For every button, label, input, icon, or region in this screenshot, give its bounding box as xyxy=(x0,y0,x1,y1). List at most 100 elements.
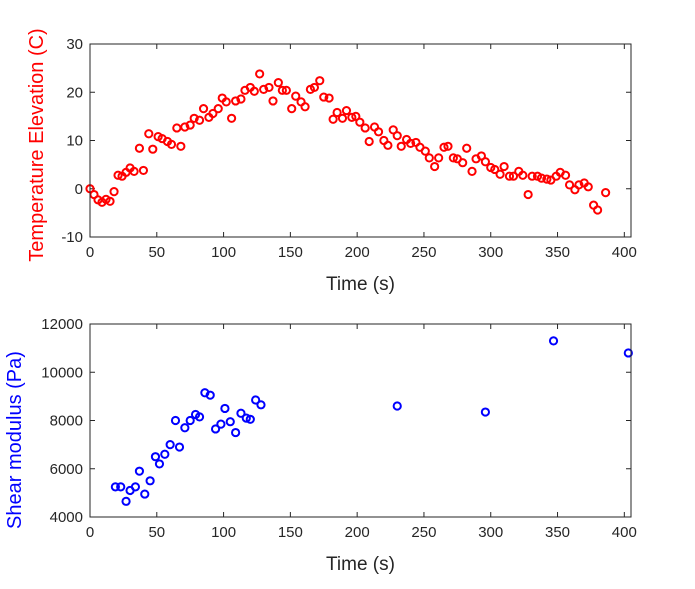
data-point xyxy=(134,466,145,476)
data-point xyxy=(138,165,149,176)
data-point xyxy=(110,482,120,492)
data-point xyxy=(210,424,221,434)
data-point xyxy=(198,104,209,114)
data-point xyxy=(166,139,177,149)
data-point xyxy=(180,122,190,132)
y-axis-label: Temperature Elevation (C) xyxy=(26,28,48,261)
data-point xyxy=(165,440,175,450)
data-point xyxy=(291,91,301,101)
data-point xyxy=(113,170,123,180)
data-point xyxy=(221,97,231,107)
data-point xyxy=(430,161,440,172)
data-point xyxy=(396,141,406,151)
x-axis-label: Time (s) xyxy=(326,274,395,295)
data-point xyxy=(145,476,155,486)
data-point xyxy=(268,96,278,106)
data-point xyxy=(134,143,145,153)
data-point xyxy=(518,170,528,180)
data-point xyxy=(264,82,274,93)
data-point xyxy=(220,403,230,414)
x-tick-label: 300 xyxy=(478,244,503,261)
data-point xyxy=(373,127,384,137)
data-point xyxy=(527,171,537,181)
data-point xyxy=(174,442,185,452)
x-tick-label: 150 xyxy=(278,524,303,541)
data-point xyxy=(601,188,611,198)
x-tick-label: 400 xyxy=(612,524,637,541)
data-point xyxy=(332,107,342,118)
data-point xyxy=(180,423,190,433)
data-point xyxy=(231,96,241,106)
data-points xyxy=(110,336,633,506)
data-point xyxy=(542,174,552,184)
x-tick-label: 50 xyxy=(148,524,165,541)
axes-box xyxy=(89,43,632,238)
shear-modulus-chart: 0 50 100 150 200 250 300 350 400 4000 6000 8000 100… xyxy=(4,316,637,575)
data-point xyxy=(424,153,434,163)
data-points xyxy=(85,69,611,215)
data-point xyxy=(434,153,444,163)
plot-area xyxy=(90,44,631,237)
x-tick-labels: 0 50 100 150 200 250 300 350 400 xyxy=(86,244,637,261)
x-tick-label: 100 xyxy=(211,244,236,261)
data-point xyxy=(249,86,259,96)
data-point xyxy=(256,400,266,410)
y-tick-labels: -10 0 10 20 30 xyxy=(61,36,83,246)
data-point xyxy=(150,452,161,462)
data-point xyxy=(144,129,154,139)
data-point xyxy=(480,157,490,167)
data-point xyxy=(121,496,131,506)
data-point xyxy=(205,390,215,400)
data-point xyxy=(341,105,352,116)
data-point xyxy=(467,166,477,176)
x-tick-labels: 0 50 100 150 200 250 300 350 400 xyxy=(86,524,637,541)
data-point xyxy=(231,427,241,438)
data-point xyxy=(504,171,515,181)
data-point xyxy=(281,85,291,95)
x-tick-label: 150 xyxy=(278,244,303,261)
data-point xyxy=(420,146,430,156)
data-point xyxy=(583,182,593,192)
x-tick-label: 350 xyxy=(545,244,570,261)
data-point xyxy=(448,153,458,163)
data-point xyxy=(109,187,119,197)
data-point xyxy=(490,164,500,175)
data-point xyxy=(130,482,141,492)
data-point xyxy=(176,141,186,151)
x-tick-label: 400 xyxy=(612,244,637,261)
data-point xyxy=(194,412,205,422)
y-axis-label: Shear modulus (Pa) xyxy=(4,351,26,529)
data-point xyxy=(236,94,246,104)
x-tick-label: 200 xyxy=(345,524,370,541)
data-point xyxy=(319,92,329,102)
data-point xyxy=(355,117,365,127)
axes-box xyxy=(89,323,632,518)
data-point xyxy=(360,123,370,133)
data-point xyxy=(383,140,393,150)
x-tick-label: 100 xyxy=(211,524,236,541)
x-tick-label: 250 xyxy=(411,524,436,541)
data-point xyxy=(328,114,338,124)
data-point xyxy=(536,173,547,183)
data-point xyxy=(392,131,402,141)
data-point xyxy=(208,108,218,119)
x-tick-label: 350 xyxy=(545,524,570,541)
x-tick-label: 50 xyxy=(148,244,165,261)
data-point xyxy=(499,161,509,172)
data-point xyxy=(213,104,223,114)
data-point xyxy=(564,180,575,190)
y-tick-label: 8000 xyxy=(50,413,83,430)
data-point xyxy=(593,205,603,215)
data-point xyxy=(241,413,251,423)
data-point xyxy=(277,85,287,95)
y-tick-label: 20 xyxy=(66,84,83,101)
data-point xyxy=(480,407,490,417)
data-point xyxy=(315,76,325,86)
data-point xyxy=(170,415,181,426)
y-tick-label: 10000 xyxy=(41,364,83,381)
data-point xyxy=(251,395,261,405)
data-point xyxy=(255,69,265,79)
data-point xyxy=(194,115,205,125)
x-tick-label: 0 xyxy=(86,524,94,541)
